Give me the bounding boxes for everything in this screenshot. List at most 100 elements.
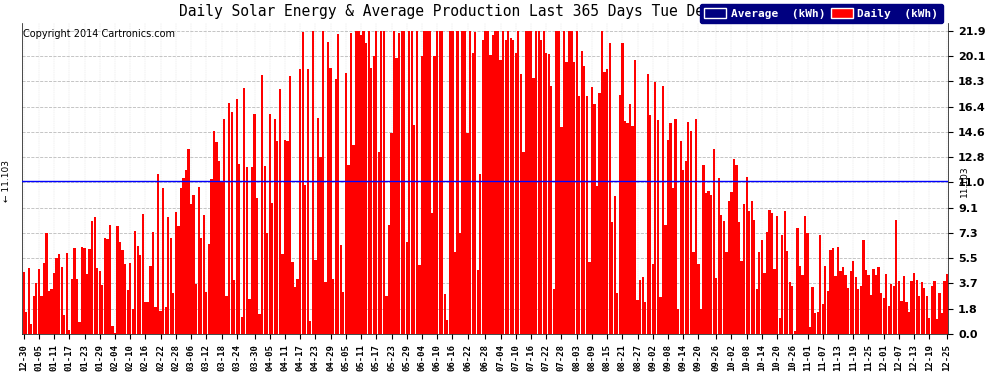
Bar [859, 286, 862, 334]
Legend: Average  (kWh), Daily  (kWh): Average (kWh), Daily (kWh) [700, 4, 942, 24]
Bar [898, 281, 900, 334]
Bar [255, 198, 258, 334]
Bar [776, 216, 778, 334]
Bar [499, 60, 502, 334]
Bar [101, 285, 103, 334]
Bar [538, 32, 540, 334]
Bar [360, 35, 362, 334]
Title: Daily Solar Energy & Average Production Last 365 Days Tue Dec 30 07:26: Daily Solar Energy & Average Production … [179, 4, 792, 19]
Bar [515, 53, 517, 334]
Bar [73, 248, 75, 334]
Bar [494, 32, 497, 334]
Bar [621, 43, 624, 334]
Bar [583, 66, 585, 334]
Bar [796, 228, 799, 334]
Bar [692, 252, 695, 334]
Bar [383, 32, 385, 334]
Text: 11.103: 11.103 [959, 165, 968, 196]
Bar [33, 296, 35, 334]
Bar [117, 226, 119, 334]
Bar [629, 104, 631, 334]
Bar [728, 201, 730, 334]
Bar [317, 118, 319, 334]
Bar [451, 32, 453, 334]
Bar [528, 32, 530, 334]
Bar [484, 32, 486, 334]
Bar [248, 299, 250, 334]
Bar [669, 123, 671, 334]
Bar [517, 32, 520, 334]
Bar [872, 269, 874, 334]
Bar [563, 32, 565, 334]
Bar [479, 174, 481, 334]
Bar [349, 33, 352, 334]
Bar [908, 312, 910, 334]
Bar [60, 267, 62, 334]
Bar [157, 174, 159, 334]
Bar [195, 284, 197, 334]
Bar [377, 152, 380, 334]
Bar [388, 225, 390, 334]
Bar [330, 68, 332, 334]
Bar [322, 32, 324, 334]
Bar [307, 69, 309, 334]
Bar [882, 298, 885, 334]
Bar [900, 301, 903, 334]
Bar [271, 203, 273, 334]
Bar [929, 318, 931, 334]
Bar [294, 288, 296, 334]
Bar [773, 269, 776, 334]
Bar [439, 32, 441, 334]
Bar [213, 131, 215, 334]
Bar [646, 74, 648, 334]
Bar [266, 233, 268, 334]
Bar [332, 279, 335, 334]
Bar [231, 112, 233, 334]
Bar [870, 295, 872, 334]
Bar [705, 193, 707, 334]
Bar [241, 317, 243, 334]
Bar [296, 279, 299, 334]
Bar [180, 188, 182, 334]
Bar [926, 296, 928, 334]
Bar [547, 54, 549, 334]
Bar [453, 252, 456, 334]
Bar [109, 225, 111, 334]
Bar [106, 239, 109, 334]
Bar [174, 212, 177, 334]
Bar [65, 253, 68, 334]
Bar [380, 32, 382, 334]
Bar [263, 166, 265, 334]
Bar [715, 278, 718, 334]
Bar [221, 182, 223, 334]
Bar [789, 282, 791, 334]
Bar [343, 292, 345, 334]
Bar [661, 86, 664, 334]
Bar [431, 213, 434, 334]
Bar [52, 273, 55, 334]
Bar [474, 32, 476, 334]
Bar [370, 68, 372, 334]
Bar [535, 32, 538, 334]
Bar [416, 32, 418, 334]
Bar [41, 296, 43, 334]
Bar [203, 215, 205, 334]
Bar [687, 122, 689, 334]
Bar [736, 165, 738, 334]
Bar [865, 270, 867, 334]
Bar [492, 35, 494, 334]
Bar [119, 242, 121, 334]
Bar [302, 32, 304, 334]
Bar [822, 304, 824, 334]
Bar [586, 96, 588, 334]
Bar [268, 114, 271, 334]
Bar [142, 214, 144, 334]
Bar [434, 56, 436, 334]
Bar [738, 222, 741, 334]
Bar [147, 303, 149, 334]
Bar [403, 32, 405, 334]
Bar [172, 294, 174, 334]
Bar [411, 32, 413, 334]
Bar [418, 265, 421, 334]
Bar [619, 95, 621, 334]
